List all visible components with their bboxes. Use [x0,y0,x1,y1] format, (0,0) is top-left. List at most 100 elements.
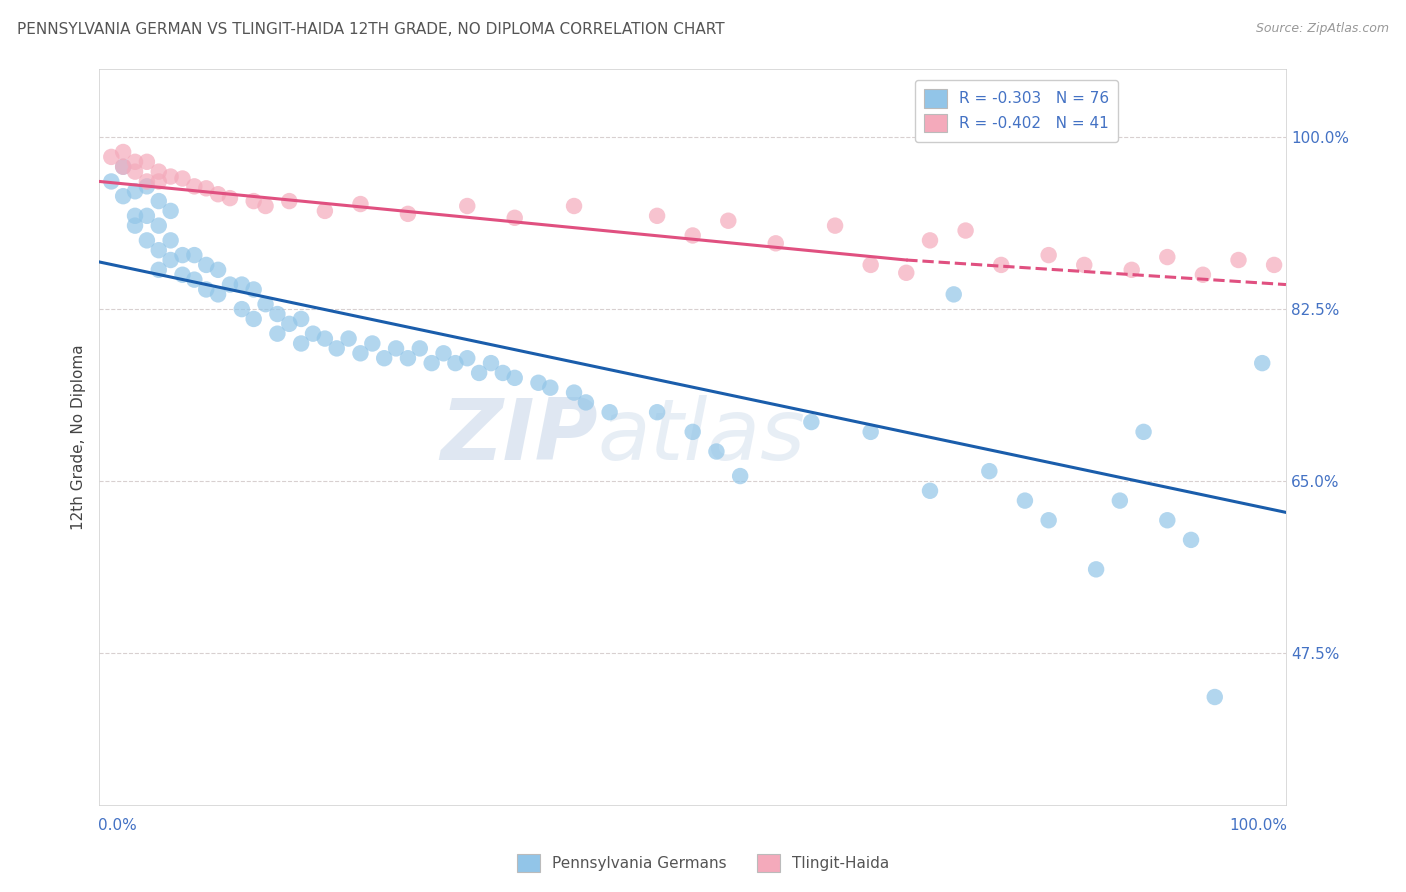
Point [159,252,181,267]
Point [242,283,264,297]
Point [456,199,478,213]
Point [326,342,349,356]
Point [479,356,502,370]
Point [124,209,146,223]
Point [159,233,181,247]
Point [148,219,170,233]
Point [1156,513,1178,527]
Point [728,469,751,483]
Point [172,268,194,282]
Point [349,346,371,360]
Point [278,317,301,331]
Point [124,154,146,169]
Point [1038,513,1060,527]
Point [207,187,229,202]
Point [468,366,491,380]
Point [195,283,218,297]
Text: atlas: atlas [598,395,806,478]
Point [195,181,218,195]
Text: PENNSYLVANIA GERMAN VS TLINGIT-HAIDA 12TH GRADE, NO DIPLOMA CORRELATION CHART: PENNSYLVANIA GERMAN VS TLINGIT-HAIDA 12T… [17,22,724,37]
Point [135,174,157,188]
Point [492,366,515,380]
Point [682,228,704,243]
Point [278,194,301,208]
Point [1073,258,1095,272]
Point [337,332,360,346]
Point [1121,263,1143,277]
Point [859,425,882,439]
Point [231,277,253,292]
Point [1263,258,1285,272]
Point [1132,425,1154,439]
Point [896,266,918,280]
Point [396,351,419,366]
Point [172,171,194,186]
Point [942,287,965,301]
Point [148,194,170,208]
Point [990,258,1012,272]
Point [361,336,384,351]
Point [385,342,408,356]
Y-axis label: 12th Grade, No Diploma: 12th Grade, No Diploma [72,344,86,530]
Point [575,395,598,409]
Point [266,326,288,341]
Text: ZIP: ZIP [440,395,598,478]
Point [183,248,205,262]
Point [290,312,312,326]
Point [242,194,264,208]
Point [918,483,941,498]
Legend: R = -0.303   N = 76, R = -0.402   N = 41: R = -0.303 N = 76, R = -0.402 N = 41 [914,80,1118,142]
Point [159,169,181,184]
Point [1085,562,1108,576]
Point [124,219,146,233]
Point [172,248,194,262]
Point [645,405,668,419]
Point [183,273,205,287]
Point [432,346,454,360]
Point [717,213,740,227]
Point [538,381,561,395]
Point [148,263,170,277]
Text: 0.0%: 0.0% [98,818,136,833]
Point [135,154,157,169]
Point [112,189,135,203]
Point [1204,690,1226,704]
Point [562,385,585,400]
Point [148,243,170,257]
Point [955,223,977,237]
Point [266,307,288,321]
Point [207,263,229,277]
Text: 100.0%: 100.0% [1229,818,1286,833]
Point [765,236,787,251]
Point [148,174,170,188]
Point [314,332,336,346]
Point [349,197,371,211]
Point [706,444,728,458]
Point [195,258,218,272]
Point [859,258,882,272]
Point [302,326,325,341]
Point [219,191,242,205]
Point [254,199,277,213]
Point [527,376,550,390]
Point [979,464,1001,478]
Point [124,164,146,178]
Point [159,203,181,218]
Point [135,209,157,223]
Point [1180,533,1202,547]
Point [800,415,823,429]
Point [444,356,467,370]
Point [918,233,941,247]
Point [503,371,526,385]
Point [254,297,277,311]
Point [135,233,157,247]
Point [100,174,122,188]
Point [112,145,135,159]
Point [645,209,668,223]
Point [242,312,264,326]
Point [503,211,526,225]
Point [599,405,621,419]
Point [420,356,443,370]
Point [1251,356,1274,370]
Point [219,277,242,292]
